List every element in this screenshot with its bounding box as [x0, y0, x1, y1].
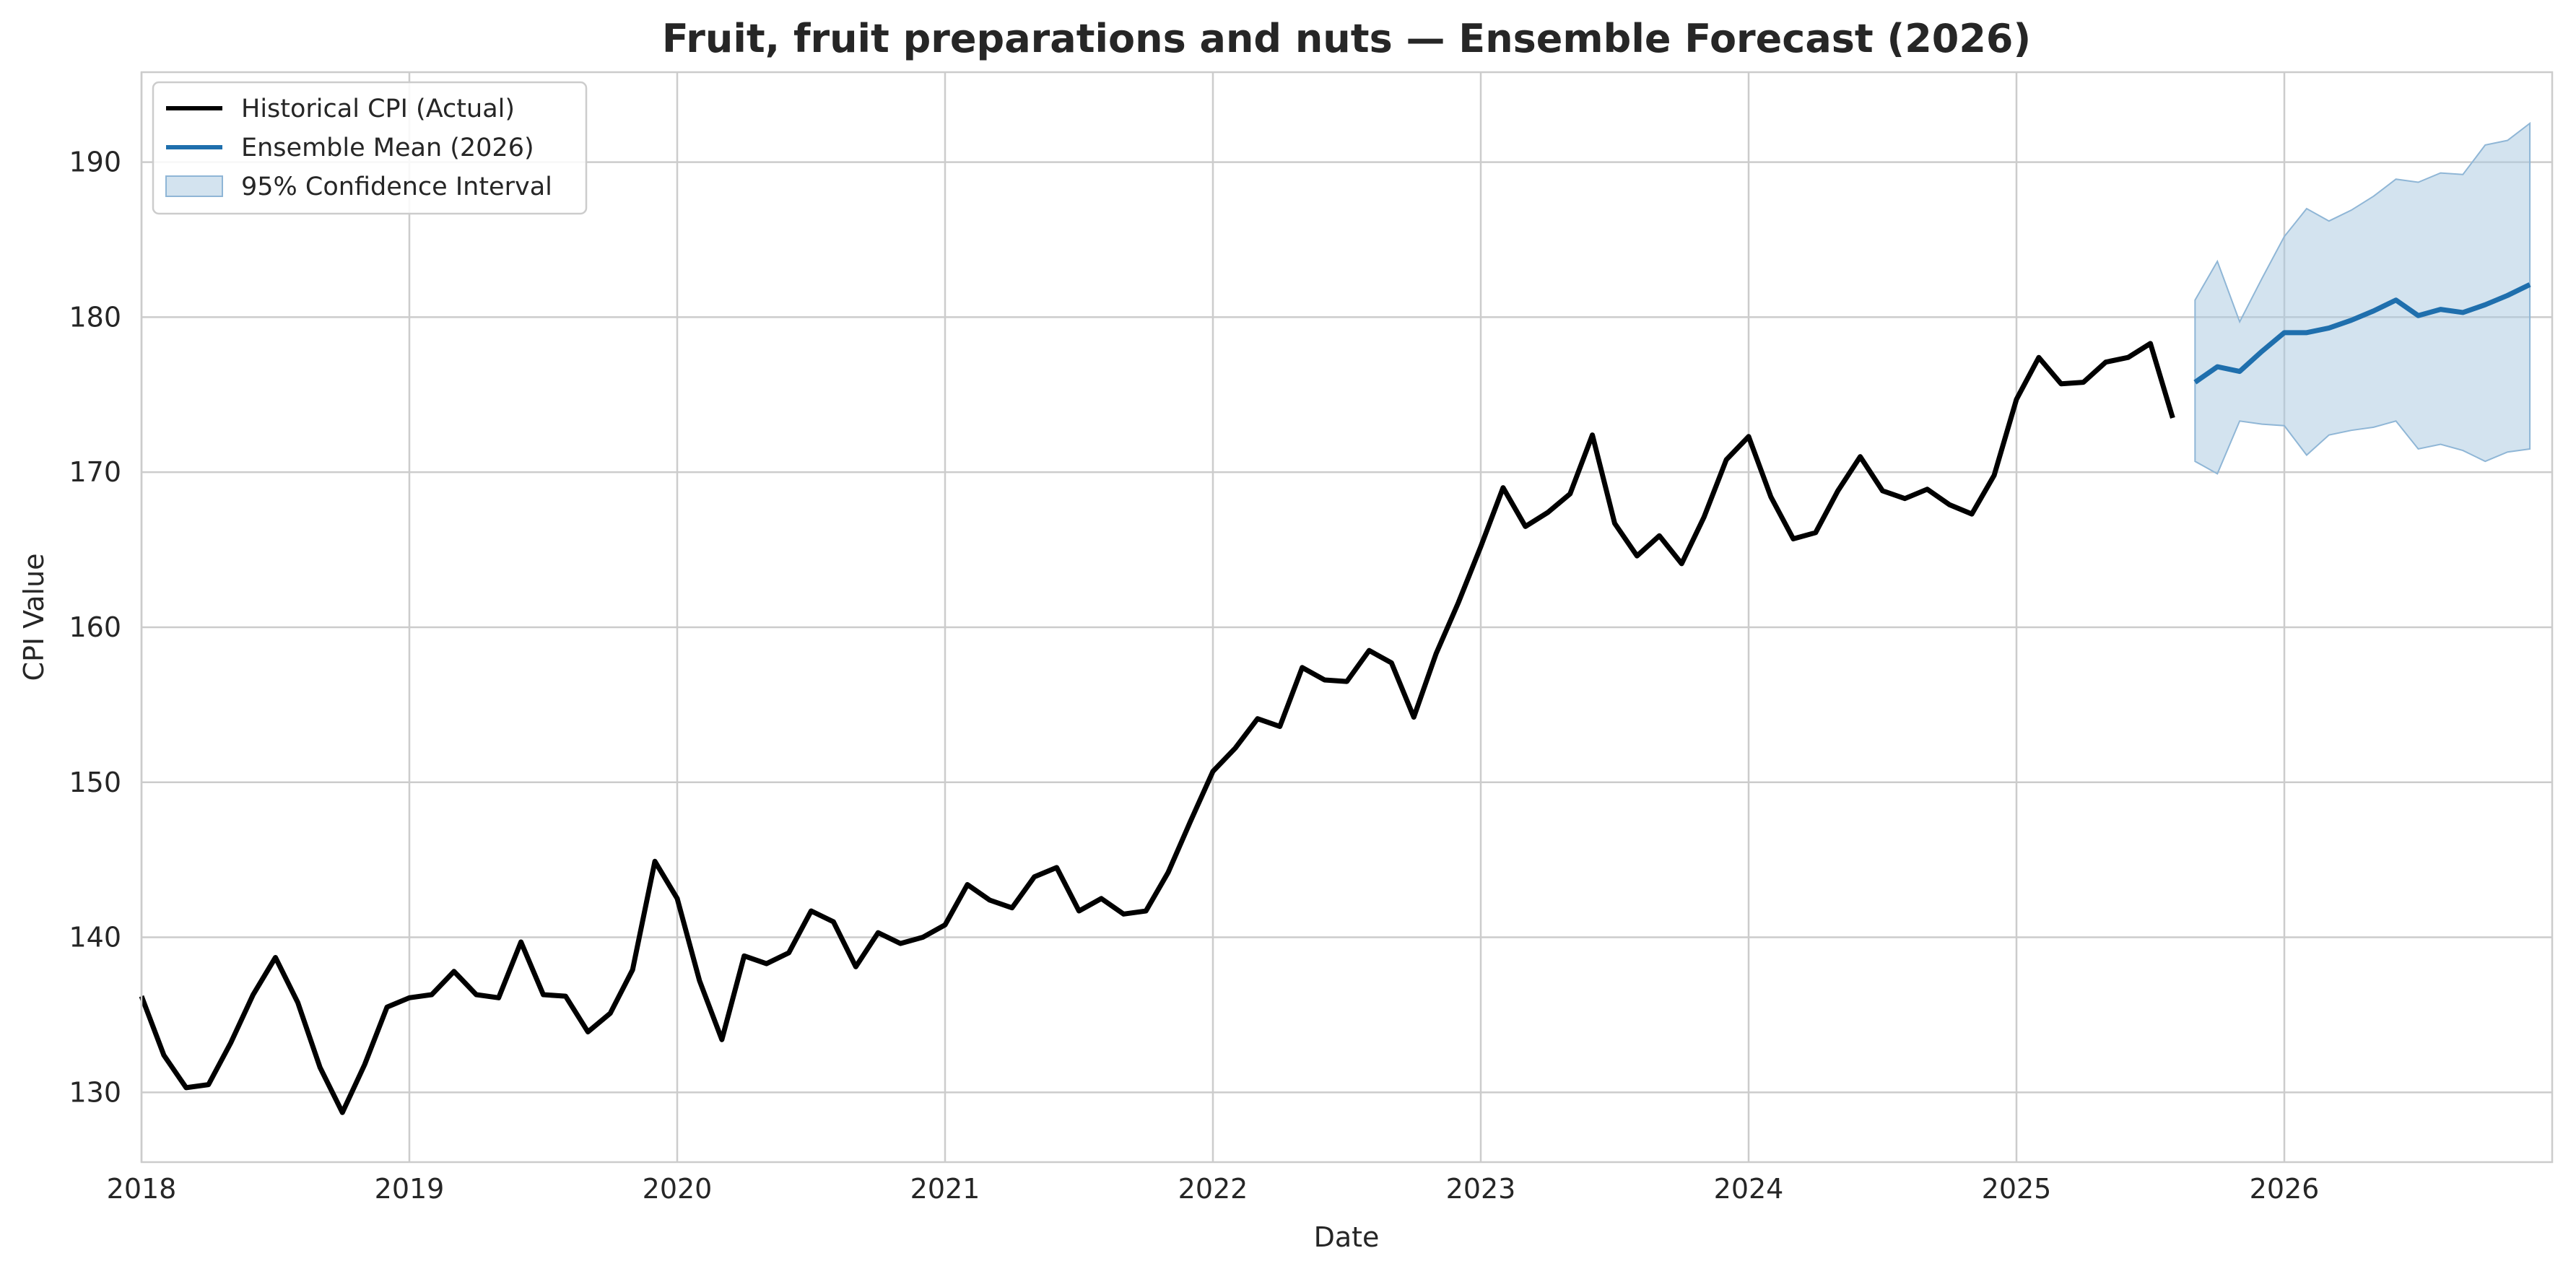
tick-labels: 2018 2019 2020 2021 2022 2023 2024 2025 2026 130 1…	[69, 147, 2319, 1205]
y-tick-label: 140	[69, 922, 121, 954]
ensemble-mean-line	[2193, 282, 2531, 385]
historical-cpi-line	[139, 341, 2175, 1115]
plot-frame	[140, 71, 2554, 1164]
y-tick-label: 130	[69, 1076, 121, 1108]
x-tick-label: 2026	[2250, 1173, 2320, 1205]
y-axis-label: CPI Value	[18, 553, 50, 681]
confidence-interval-band	[2194, 121, 2531, 475]
y-tick-label: 190	[69, 147, 121, 178]
legend-ci-label: 95% Confidence Interval	[241, 173, 552, 201]
legend-ci-swatch	[165, 175, 223, 197]
legend: Historical CPI (Actual) Ensemble Mean (2…	[152, 81, 588, 215]
x-tick-label: 2021	[910, 1173, 980, 1205]
x-axis-label: Date	[1314, 1221, 1380, 1253]
x-tick-label: 2020	[643, 1173, 713, 1205]
x-tick-label: 2023	[1446, 1173, 1516, 1205]
x-tick-label: 2024	[1714, 1173, 1784, 1205]
x-tick-label: 2018	[107, 1173, 177, 1205]
legend-historical-label: Historical CPI (Actual)	[241, 95, 515, 123]
y-tick-label: 170	[69, 456, 121, 488]
x-tick-label: 2019	[375, 1173, 445, 1205]
y-tick-label: 160	[69, 611, 121, 643]
y-tick-label: 150	[69, 767, 121, 798]
confidence-band-layer	[2194, 121, 2531, 475]
x-tick-label: 2022	[1178, 1173, 1248, 1205]
legend-forecast-label: Ensemble Mean (2026)	[241, 134, 534, 162]
chart-title: Fruit, fruit preparations and nuts — Ens…	[662, 16, 2031, 61]
legend-box	[152, 81, 588, 215]
x-tick-label: 2025	[1982, 1173, 2052, 1205]
series-lines	[139, 282, 2531, 1115]
y-tick-label: 180	[69, 301, 121, 333]
